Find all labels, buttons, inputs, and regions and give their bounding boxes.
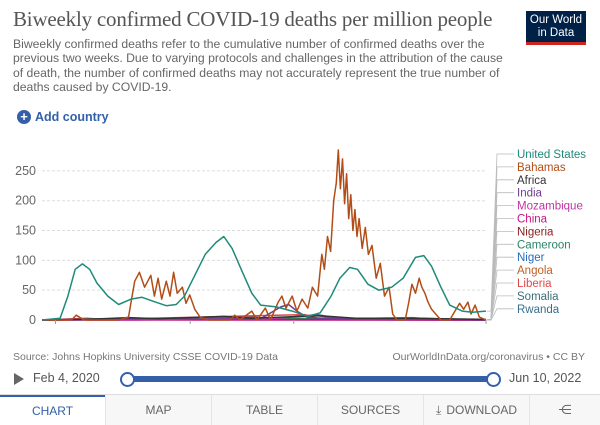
y-tick-label: 100 <box>15 253 36 267</box>
x-tick-label: Jun 4, 2021 <box>261 325 326 327</box>
y-tick-label: 250 <box>15 164 36 178</box>
tab-table[interactable]: TABLE <box>211 395 317 425</box>
legend-label-nigeria[interactable]: Nigeria <box>517 226 554 238</box>
logo-line-1: Our World <box>529 14 583 26</box>
lines-layer <box>41 149 487 321</box>
play-icon[interactable] <box>14 373 24 385</box>
x-tick-label: Jun 10, 2022 <box>408 325 480 327</box>
x-tick-label: Mar 1, 2020 <box>22 325 89 327</box>
series-line-united-states[interactable] <box>41 235 487 321</box>
legend-label-somalia[interactable]: Somalia <box>517 291 559 303</box>
legend-connector <box>487 308 514 321</box>
legend-label-angola[interactable]: Angola <box>517 265 553 277</box>
add-country-button[interactable]: + Add country <box>17 110 109 124</box>
logo-line-2: in Data <box>537 27 575 39</box>
legend-layer: United StatesBahamasAfricaIndiaMozambiqu… <box>487 149 586 321</box>
legend-label-india[interactable]: India <box>517 188 543 200</box>
add-country-label: Add country <box>35 110 109 124</box>
owid-logo[interactable]: Our World in Data <box>526 11 586 45</box>
credit-note[interactable]: OurWorldInData.org/coronavirus • CC BY <box>392 351 585 363</box>
source-note[interactable]: Source: Johns Hopkins University CSSE CO… <box>13 351 278 363</box>
legend-label-liberia[interactable]: Liberia <box>517 278 552 290</box>
tab-chart[interactable]: CHART <box>0 395 105 425</box>
y-tick-label: 200 <box>15 194 36 208</box>
plus-circle-icon: + <box>17 110 31 124</box>
y-tick-label: 0 <box>29 313 36 327</box>
axis-layer: 0 50 100 150 200 250 Mar 1, 2020 Nov 16, 2020 Ju… <box>15 164 487 327</box>
timeline-start-label: Feb 4, 2020 <box>33 371 100 385</box>
timeline-end-handle[interactable] <box>486 372 501 387</box>
timeline-end-label: Jun 10, 2022 <box>509 371 582 385</box>
chart-subtitle: Biweekly confirmed deaths refer to the c… <box>13 37 503 95</box>
legend-label-rwanda[interactable]: Rwanda <box>517 304 560 316</box>
share-button[interactable]: ⋲ <box>529 395 600 425</box>
legend-connector <box>487 153 514 312</box>
tab-map[interactable]: MAP <box>105 395 211 425</box>
legend-connector <box>487 166 514 321</box>
legend-label-niger[interactable]: Niger <box>517 252 545 264</box>
x-tick-label: Nov 16, 2020 <box>153 325 227 327</box>
series-line-bahamas[interactable] <box>42 149 487 321</box>
timeline-start-handle[interactable] <box>120 372 135 387</box>
tab-sources[interactable]: SOURCES <box>317 395 423 425</box>
legend-label-united-states[interactable]: United States <box>517 149 586 161</box>
legend-label-china[interactable]: China <box>517 214 548 226</box>
chart-title: Biweekly confirmed COVID-19 deaths per m… <box>13 7 493 31</box>
y-tick-label: 150 <box>15 224 36 238</box>
legend-label-africa[interactable]: Africa <box>517 175 547 187</box>
legend-label-bahamas[interactable]: Bahamas <box>517 162 566 174</box>
y-tick-label: 50 <box>22 283 36 297</box>
legend-label-cameroon[interactable]: Cameroon <box>517 239 571 251</box>
legend-connector <box>487 179 514 320</box>
timeline-track[interactable] <box>127 376 493 382</box>
timeline[interactable]: Feb 4, 2020 Jun 10, 2022 <box>0 366 600 392</box>
tab-download[interactable]: ⤓ DOWNLOAD <box>423 395 529 425</box>
line-chart: 0 50 100 150 200 250 Mar 1, 2020 Nov 16, 2020 Ju… <box>15 149 586 327</box>
tab-bar: CHART MAP TABLE SOURCES ⤓ DOWNLOAD ⋲ <box>0 394 600 425</box>
download-icon: ⤓ <box>436 402 442 417</box>
legend-label-mozambique[interactable]: Mozambique <box>517 201 583 213</box>
share-icon: ⋲ <box>558 402 572 417</box>
tab-download-label: DOWNLOAD <box>446 403 517 417</box>
